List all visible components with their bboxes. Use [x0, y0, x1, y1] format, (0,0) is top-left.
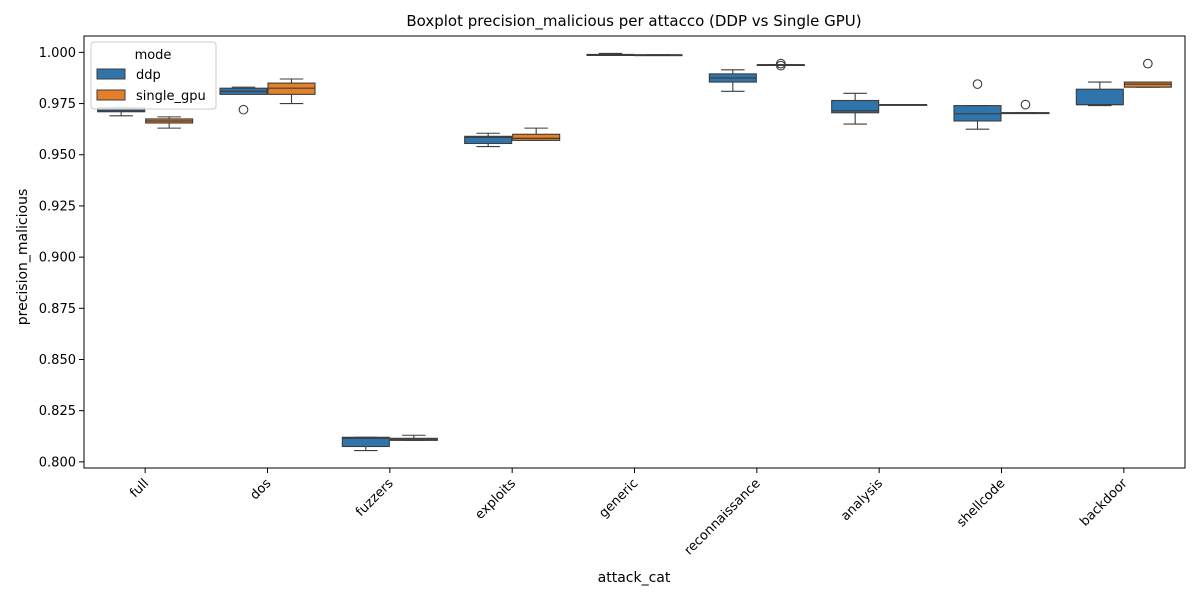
box-ddp-dos [219, 86, 268, 115]
outlier-point [1142, 58, 1153, 69]
box-single_gpu-dos [267, 78, 316, 105]
box-body [512, 133, 561, 141]
box-body [464, 135, 513, 145]
box-single_gpu-backdoor [1123, 58, 1172, 88]
box-ddp-fuzzers [341, 436, 390, 452]
box-ddp-analysis [831, 92, 880, 125]
legend: mode ddp single_gpu [90, 41, 217, 110]
y-tick-label: 1.000 [39, 46, 76, 61]
box-ddp-shellcode [953, 79, 1002, 130]
legend-swatch-ddp [96, 68, 126, 80]
box-ddp-backdoor [1075, 81, 1124, 107]
outlier-point [775, 58, 786, 69]
y-tick-label: 0.800 [39, 455, 76, 470]
legend-title: mode [135, 48, 172, 63]
x-axis-label: attack_cat [598, 570, 671, 586]
y-tick-label: 0.950 [39, 148, 76, 163]
outlier-point [1020, 99, 1031, 110]
y-tick-label: 0.825 [39, 404, 76, 419]
y-axis-label: precision_malicious [15, 189, 31, 325]
legend-swatch-single_gpu [96, 89, 126, 101]
box-ddp-generic [586, 52, 635, 57]
box-single_gpu-reconnaissance [756, 58, 805, 71]
y-tick-label: 0.875 [39, 302, 76, 317]
chart-title: Boxplot precision_malicious per attacco … [406, 12, 861, 31]
box-ddp-reconnaissance [708, 69, 757, 92]
box-single_gpu-full [145, 116, 194, 129]
box-ddp-exploits [464, 132, 513, 148]
box-single_gpu-analysis [879, 103, 928, 106]
outlier-point [972, 79, 983, 89]
box-body [831, 99, 880, 114]
y-tick-label: 0.900 [39, 251, 76, 266]
legend-label-single_gpu: single_gpu [136, 89, 206, 104]
y-tick-label: 0.975 [39, 97, 76, 112]
y-tick-label: 0.925 [39, 199, 76, 214]
box-single_gpu-generic [634, 54, 683, 57]
box-body [341, 436, 390, 448]
y-tick-label: 0.850 [39, 353, 76, 368]
box-single_gpu-shellcode [1001, 99, 1050, 115]
box-single_gpu-fuzzers [389, 434, 438, 441]
box-single_gpu-exploits [512, 127, 561, 141]
box-body [1075, 88, 1124, 106]
outlier-point [238, 104, 249, 115]
legend-label-ddp: ddp [136, 68, 161, 83]
